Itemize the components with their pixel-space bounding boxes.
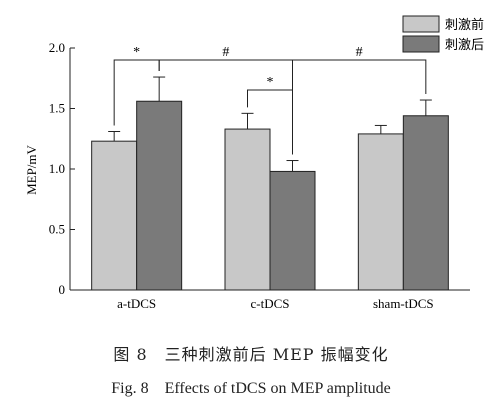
bars-group: [91, 100, 449, 291]
significance-marker: *: [133, 45, 140, 60]
bar: [357, 133, 404, 291]
legend-label: 刺激后: [445, 38, 484, 53]
bar: [91, 140, 138, 291]
y-tick-label: 1.5: [49, 101, 65, 116]
bar: [402, 115, 449, 291]
y-tick-label: 2.0: [49, 40, 65, 55]
annotations-group: * # * #: [113, 45, 427, 155]
x-tick-label: c-tDCS: [251, 296, 290, 311]
figure-caption-english: Fig. 8 Effects of tDCS on MEP amplitude: [111, 380, 391, 397]
bar: [224, 128, 271, 291]
legend-label: 刺激前: [445, 17, 484, 33]
bar-chart: 00.51.01.52.0a-tDCS c-tDCS sham-tDCS * #*# …: [24, 15, 484, 311]
legend-swatch: [402, 15, 440, 33]
error-bars-group: [108, 76, 432, 172]
significance-bracket: [292, 59, 427, 155]
axes-group: 0 0.5 1.0 1.5 2.0 a-tDCS c-tDCS sham-tDCS: [49, 40, 470, 311]
y-axis-label: MEP/mV: [24, 144, 39, 194]
y-tick-label: 0: [59, 282, 66, 297]
x-tick-label: sham-tDCS: [373, 296, 434, 311]
y-tick-label: 1.0: [49, 161, 65, 176]
y-tick-label: 0.5: [49, 222, 65, 237]
significance-marker: #: [356, 45, 363, 60]
x-tick-label: a-tDCS: [117, 296, 156, 311]
bar: [136, 100, 183, 291]
bar: [269, 170, 316, 291]
significance-marker: *: [267, 75, 274, 90]
significance-marker: #: [222, 45, 229, 60]
legend-swatch: [402, 35, 440, 53]
figure-caption-chinese: 图 8 三种刺激前后 MEP 振幅变化: [113, 345, 389, 364]
